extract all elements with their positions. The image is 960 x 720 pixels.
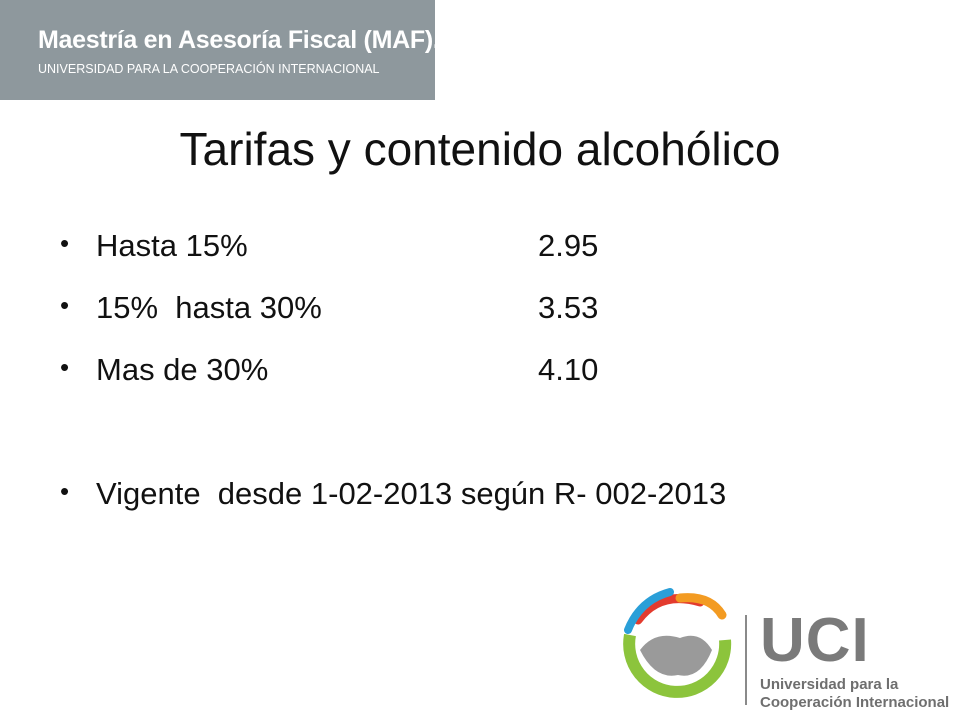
rate-value: 3.53	[538, 290, 599, 325]
bullet-item: • 15% hasta 30%	[60, 290, 322, 326]
header-title: Maestría en Asesoría Fiscal (MAF).	[38, 26, 440, 54]
rate-value: 2.95	[538, 228, 599, 263]
rate-label: Hasta 15%	[96, 228, 248, 263]
bullet: •	[60, 290, 70, 320]
bullet-item: • Hasta 15%	[60, 228, 248, 264]
bullet: •	[60, 352, 70, 382]
note: Vigente desde 1-02-2013 según R- 002-201…	[96, 476, 727, 511]
logo-arc	[675, 593, 727, 620]
logo-line: Cooperación Internacional	[760, 694, 950, 711]
bullet: •	[60, 228, 70, 258]
header-subtitle: UNIVERSIDAD PARA LA COOPERACIÓN INTERNAC…	[38, 62, 380, 76]
logo-name: UCI	[760, 606, 870, 675]
logo-ring	[623, 633, 732, 698]
rate-label: Mas de 30%	[96, 352, 269, 387]
logo-map	[640, 635, 712, 676]
slide-title: Tarifas y contenido alcohólico	[179, 123, 781, 175]
bullet-item: • Mas de 30%	[60, 352, 269, 388]
rate-label: 15% hasta 30%	[96, 290, 322, 325]
logo-graphic	[623, 588, 732, 698]
bullet-item: • Vigente desde 1-02-2013 según R- 002-20…	[60, 476, 727, 512]
rate-value: 4.10	[538, 352, 599, 387]
logo-line: Universidad para la	[760, 676, 899, 693]
logo-divider	[745, 615, 747, 705]
bullet: •	[60, 476, 70, 506]
logo-arc	[624, 588, 674, 634]
header-banner	[0, 0, 435, 100]
